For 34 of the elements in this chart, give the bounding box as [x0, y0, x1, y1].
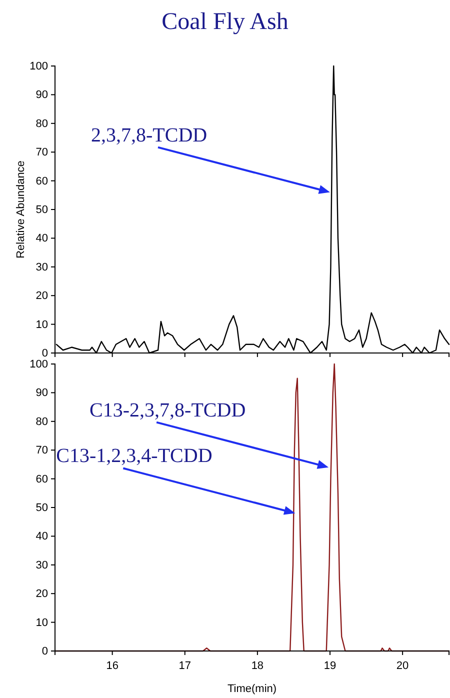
- annotation: C13-2,3,7,8-TCDD: [90, 399, 246, 422]
- y-tick-label: 90: [36, 89, 48, 102]
- y-tick-label: 100: [30, 358, 48, 371]
- y-tick-label: 40: [36, 530, 48, 543]
- y-tick-label: 20: [36, 290, 48, 302]
- y-tick-label: 70: [36, 444, 48, 457]
- x-tick-label: 18: [251, 660, 264, 672]
- y-tick-label: 30: [36, 261, 48, 274]
- y-tick-label: 0: [42, 348, 48, 360]
- y-tick-label: 30: [36, 559, 48, 572]
- y-tick-label: 40: [36, 232, 48, 245]
- x-axis-title: Time(min): [227, 683, 277, 695]
- x-tick-label: 20: [396, 660, 409, 672]
- y-tick-label: 50: [36, 502, 48, 514]
- y-tick-label: 20: [36, 588, 48, 600]
- x-tick-label: 17: [178, 660, 192, 672]
- x-tick-label: 16: [106, 660, 118, 672]
- y-tick-label: 50: [36, 204, 48, 216]
- y-tick-label: 90: [36, 387, 48, 400]
- x-tick-label: 19: [324, 660, 336, 672]
- y-tick-label: 10: [36, 318, 48, 331]
- annotation: 2,3,7,8-TCDD: [91, 124, 208, 146]
- chart-title: Coal Fly Ash: [162, 9, 288, 35]
- y-tick-label: 100: [30, 60, 48, 73]
- y-tick-label: 80: [36, 416, 48, 428]
- y-tick-label: 0: [42, 646, 48, 658]
- y-tick-label: 10: [36, 616, 48, 629]
- annotation: C13-1,2,3,4-TCDD: [56, 445, 212, 468]
- y-tick-label: 60: [36, 175, 48, 188]
- y-tick-label: 80: [36, 118, 48, 130]
- line-series: [56, 65, 450, 354]
- y-tick-label: 60: [36, 473, 48, 486]
- y-axis-title: Relative Abundance: [15, 160, 27, 258]
- y-tick-label: 70: [36, 146, 48, 159]
